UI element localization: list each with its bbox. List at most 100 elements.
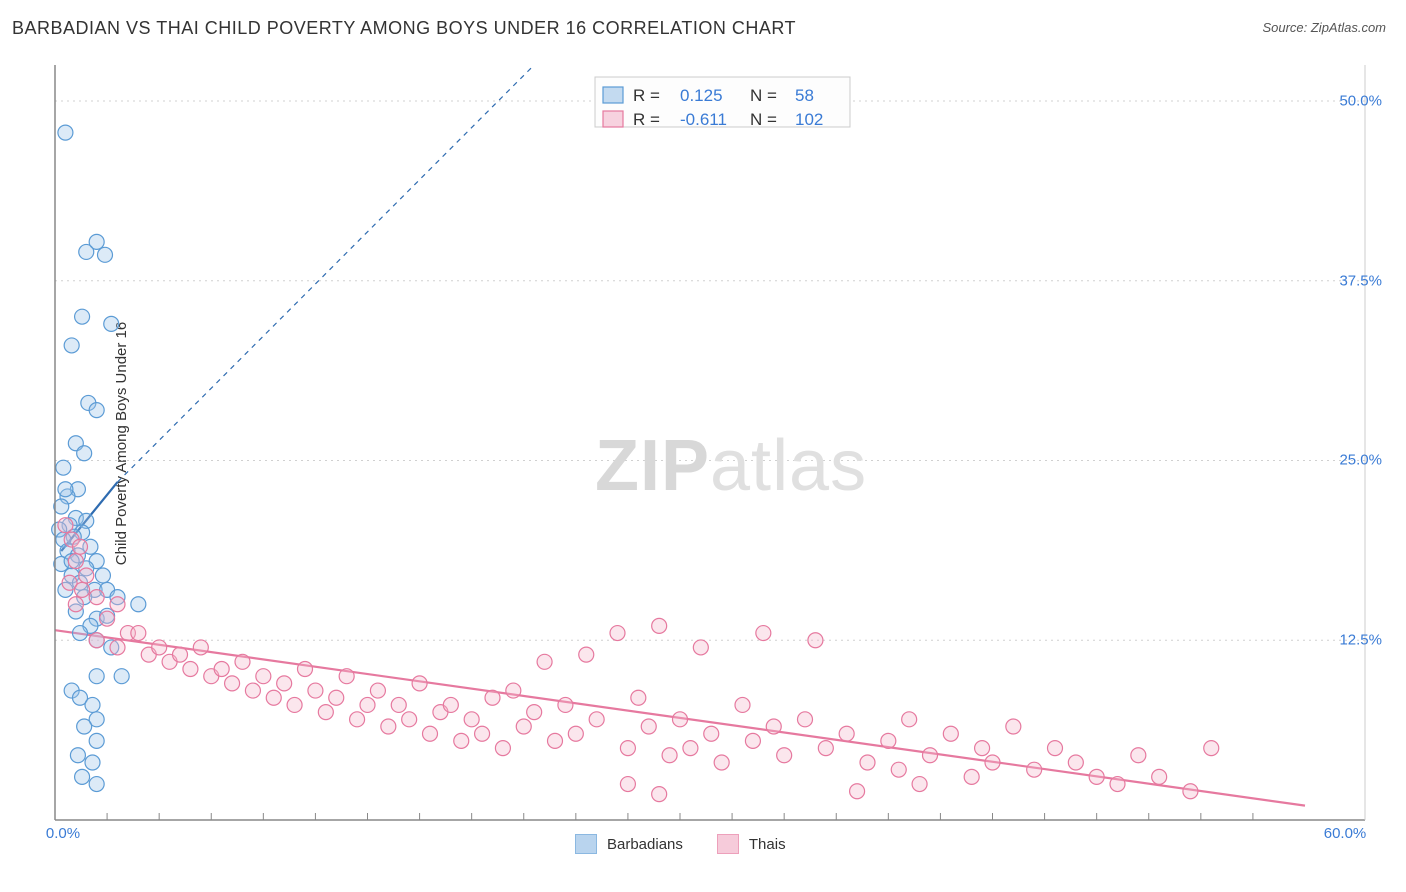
data-point xyxy=(58,518,73,533)
data-point xyxy=(381,719,396,734)
data-point xyxy=(58,482,73,497)
data-point xyxy=(881,733,896,748)
data-point xyxy=(329,690,344,705)
data-point xyxy=(68,597,83,612)
data-point xyxy=(1110,777,1125,792)
data-point xyxy=(79,244,94,259)
data-point xyxy=(287,697,302,712)
data-point xyxy=(77,446,92,461)
data-point xyxy=(704,726,719,741)
svg-text:0.125: 0.125 xyxy=(680,86,723,105)
data-point xyxy=(79,568,94,583)
data-point xyxy=(391,697,406,712)
svg-text:102: 102 xyxy=(795,110,823,129)
y-tick-label: 37.5% xyxy=(1339,272,1382,289)
legend-swatch-thais xyxy=(717,834,739,854)
data-point xyxy=(641,719,656,734)
data-point xyxy=(923,748,938,763)
legend-label-barbadians: Barbadians xyxy=(607,836,683,853)
data-point xyxy=(152,640,167,655)
data-point xyxy=(58,125,73,140)
data-point xyxy=(89,403,104,418)
data-point xyxy=(568,726,583,741)
data-point xyxy=(350,712,365,727)
source-attribution: Source: ZipAtlas.com xyxy=(1262,20,1386,35)
data-point xyxy=(464,712,479,727)
svg-text:R =: R = xyxy=(633,86,660,105)
data-point xyxy=(89,633,104,648)
scatter-plot: R =0.125N =58R =-0.611N =102 xyxy=(55,65,1405,870)
data-point xyxy=(1131,748,1146,763)
data-point xyxy=(485,690,500,705)
data-point xyxy=(318,705,333,720)
data-point xyxy=(495,741,510,756)
data-point xyxy=(104,316,119,331)
data-point xyxy=(298,662,313,677)
data-point xyxy=(110,640,125,655)
y-tick-label: 50.0% xyxy=(1339,92,1382,109)
svg-text:58: 58 xyxy=(795,86,814,105)
data-point xyxy=(631,690,646,705)
data-point xyxy=(589,712,604,727)
data-point xyxy=(1048,741,1063,756)
data-point xyxy=(73,539,88,554)
data-point xyxy=(73,626,88,641)
legend-swatch xyxy=(603,87,623,103)
chart-area: Child Poverty Among Boys Under 16 R =0.1… xyxy=(10,55,1396,855)
data-point xyxy=(902,712,917,727)
data-point xyxy=(77,719,92,734)
data-point xyxy=(1204,741,1219,756)
chart-header: BARBADIAN VS THAI CHILD POVERTY AMONG BO… xyxy=(12,18,1386,46)
series-legend: Barbadians Thais xyxy=(575,834,786,854)
data-point xyxy=(193,640,208,655)
data-point xyxy=(54,499,69,514)
data-point xyxy=(610,626,625,641)
data-point xyxy=(89,590,104,605)
data-point xyxy=(975,741,990,756)
data-point xyxy=(714,755,729,770)
y-tick-label: 12.5% xyxy=(1339,632,1382,649)
legend-swatch-barbadians xyxy=(575,834,597,854)
data-point xyxy=(766,719,781,734)
y-tick-label: 25.0% xyxy=(1339,452,1382,469)
data-point xyxy=(360,697,375,712)
data-point xyxy=(839,726,854,741)
data-point xyxy=(1006,719,1021,734)
data-point xyxy=(100,611,115,626)
data-point xyxy=(1183,784,1198,799)
data-point xyxy=(693,640,708,655)
data-point xyxy=(735,697,750,712)
data-point xyxy=(985,755,1000,770)
data-point xyxy=(245,683,260,698)
data-point xyxy=(277,676,292,691)
chart-title: BARBADIAN VS THAI CHILD POVERTY AMONG BO… xyxy=(12,18,796,38)
data-point xyxy=(68,554,83,569)
x-tick-label: 60.0% xyxy=(1324,825,1367,842)
data-point xyxy=(860,755,875,770)
data-point xyxy=(652,787,667,802)
data-point xyxy=(652,618,667,633)
data-point xyxy=(75,582,90,597)
data-point xyxy=(506,683,521,698)
data-point xyxy=(85,755,100,770)
data-point xyxy=(339,669,354,684)
data-point xyxy=(756,626,771,641)
data-point xyxy=(620,777,635,792)
data-point xyxy=(85,697,100,712)
data-point xyxy=(256,669,271,684)
data-point xyxy=(95,568,110,583)
data-point xyxy=(943,726,958,741)
data-point xyxy=(214,662,229,677)
data-point xyxy=(579,647,594,662)
data-point xyxy=(891,762,906,777)
data-point xyxy=(98,247,113,262)
data-point xyxy=(673,712,688,727)
data-point xyxy=(402,712,417,727)
data-point xyxy=(1027,762,1042,777)
data-point xyxy=(912,777,927,792)
data-point xyxy=(75,309,90,324)
data-point xyxy=(56,460,71,475)
data-point xyxy=(412,676,427,691)
x-tick-label: 0.0% xyxy=(46,825,80,842)
data-point xyxy=(527,705,542,720)
